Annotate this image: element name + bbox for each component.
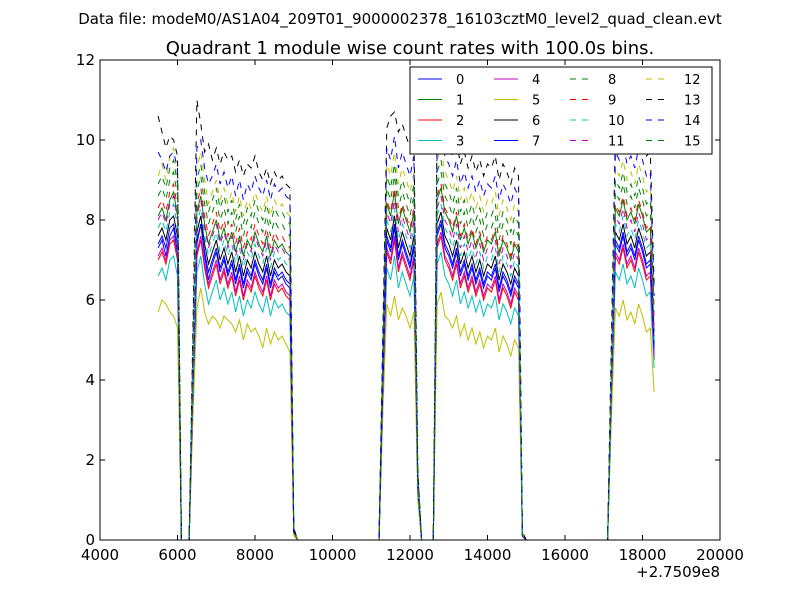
x-tick-label: 4000 (81, 546, 119, 564)
legend-label-6: 6 (532, 114, 540, 129)
series-line-3 (157, 251, 655, 540)
legend-label-5: 5 (532, 94, 540, 109)
y-tick-label: 0 (85, 531, 95, 549)
y-tick-label: 12 (76, 51, 95, 69)
x-tick-label: 18000 (619, 546, 667, 564)
legend-label-13: 13 (684, 94, 701, 109)
series-line-14 (157, 131, 655, 540)
series-line-1 (157, 187, 655, 540)
legend-label-10: 10 (608, 114, 625, 129)
legend-label-9: 9 (608, 94, 616, 109)
legend-label-2: 2 (456, 114, 464, 129)
legend-label-14: 14 (684, 114, 701, 129)
legend-label-7: 7 (532, 135, 540, 150)
axes-layer: 4000 6000 8000 10000 12000 14000 16000 18000 200… (76, 51, 744, 564)
x-tick-label: 6000 (158, 546, 196, 564)
series-line-6 (157, 211, 655, 540)
series-line-7 (157, 219, 655, 540)
figure-suptitle: Data file: modeM0/AS1A04_209T01_90000023… (78, 10, 722, 29)
legend-label-15: 15 (684, 135, 701, 150)
x-tick-label: 8000 (236, 546, 274, 564)
y-tick-label: 4 (85, 371, 95, 389)
legend-label-1: 1 (456, 94, 464, 109)
series-layer (157, 99, 655, 540)
legend-label-12: 12 (684, 73, 701, 88)
legend-label-4: 4 (532, 73, 540, 88)
x-tick-label: 20000 (696, 546, 744, 564)
x-tick-label: 16000 (541, 546, 589, 564)
x-tick-label: 10000 (309, 546, 357, 564)
legend-label-0: 0 (456, 73, 464, 88)
x-offset-label: +2.7509e8 (636, 563, 720, 581)
legend-label-3: 3 (456, 135, 464, 150)
y-tick-label: 8 (85, 211, 95, 229)
plot-frame (99, 59, 721, 541)
legend-label-8: 8 (608, 73, 616, 88)
series-line-5 (157, 287, 655, 540)
y-tick-label: 6 (85, 291, 95, 309)
x-tick-label: 14000 (464, 546, 512, 564)
legend-label-11: 11 (608, 135, 625, 150)
series-line-10 (157, 202, 655, 540)
y-tick-label: 2 (85, 451, 95, 469)
chart-title: Quadrant 1 module wise count rates with … (166, 38, 655, 59)
series-line-0 (157, 223, 655, 540)
series-line-12 (157, 146, 655, 540)
series-line-4 (157, 231, 655, 540)
x-tick-label: 12000 (386, 546, 434, 564)
series-line-2 (157, 235, 655, 540)
y-tick-label: 10 (76, 131, 95, 149)
legend-box (409, 66, 713, 155)
